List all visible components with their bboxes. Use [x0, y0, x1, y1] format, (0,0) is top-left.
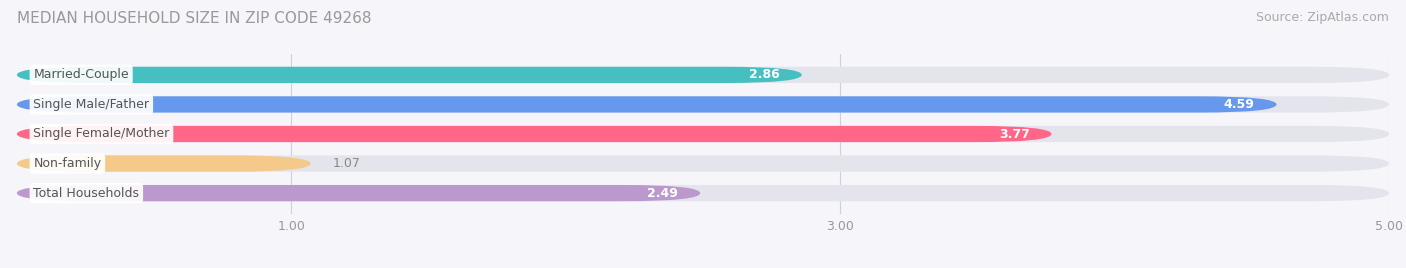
Text: Total Households: Total Households [34, 187, 139, 200]
FancyBboxPatch shape [17, 185, 700, 201]
FancyBboxPatch shape [17, 96, 1277, 113]
FancyBboxPatch shape [17, 155, 1389, 172]
Text: Single Male/Father: Single Male/Father [34, 98, 149, 111]
FancyBboxPatch shape [17, 67, 801, 83]
FancyBboxPatch shape [17, 185, 1389, 201]
Text: Single Female/Mother: Single Female/Mother [34, 128, 170, 140]
Text: Married-Couple: Married-Couple [34, 68, 129, 81]
FancyBboxPatch shape [17, 96, 1389, 113]
FancyBboxPatch shape [17, 67, 1389, 83]
Text: Non-family: Non-family [34, 157, 101, 170]
Text: Source: ZipAtlas.com: Source: ZipAtlas.com [1256, 11, 1389, 24]
FancyBboxPatch shape [17, 126, 1052, 142]
FancyBboxPatch shape [17, 155, 311, 172]
FancyBboxPatch shape [17, 126, 1389, 142]
Text: 2.86: 2.86 [749, 68, 780, 81]
Text: 4.59: 4.59 [1223, 98, 1254, 111]
Text: 3.77: 3.77 [998, 128, 1029, 140]
Text: 2.49: 2.49 [647, 187, 678, 200]
Text: 1.07: 1.07 [332, 157, 360, 170]
Text: MEDIAN HOUSEHOLD SIZE IN ZIP CODE 49268: MEDIAN HOUSEHOLD SIZE IN ZIP CODE 49268 [17, 11, 371, 26]
